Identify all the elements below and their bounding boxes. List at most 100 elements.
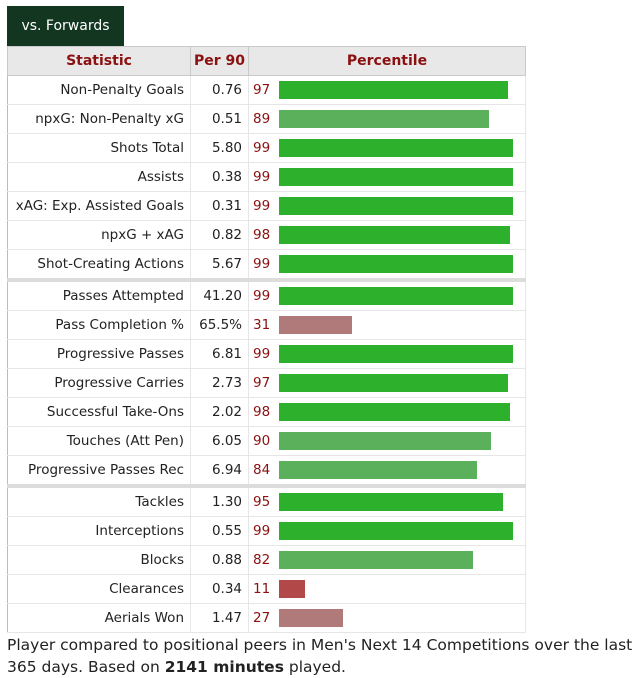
percentile-bar (279, 139, 513, 157)
per90-value: 0.38 (190, 162, 249, 192)
percentile-value: 84 (253, 462, 271, 478)
per90-value: 0.34 (190, 574, 249, 604)
stat-name: Aerials Won (7, 603, 191, 633)
percentile-bar (279, 461, 477, 479)
per90-value: 0.82 (190, 220, 249, 250)
percentile-bar (279, 81, 508, 99)
percentile-cell: 99 (248, 280, 526, 311)
percentile-value: 99 (253, 169, 271, 185)
table-row: Shot-Creating Actions 5.67 99 (7, 249, 526, 282)
percentile-cell: 98 (248, 397, 526, 427)
percentile-cell: 95 (248, 486, 526, 517)
table-row: Pass Completion % 65.5% 31 (7, 310, 526, 340)
percentile-bar (279, 432, 491, 450)
percentile-bar (279, 110, 489, 128)
table-header-row: Statistic Per 90 Percentile (7, 46, 526, 76)
percentile-value: 99 (253, 346, 271, 362)
stat-name: Non-Penalty Goals (7, 75, 191, 105)
percentile-cell: 82 (248, 545, 526, 575)
percentile-bar (279, 493, 503, 511)
percentile-value: 99 (253, 256, 271, 272)
percentile-cell: 98 (248, 220, 526, 250)
percentile-table: Statistic Per 90 Percentile Non-Penalty … (7, 46, 526, 633)
header-percentile[interactable]: Percentile (248, 46, 526, 76)
table-row: npxG + xAG 0.82 98 (7, 220, 526, 250)
per90-value: 0.31 (190, 191, 249, 221)
per90-value: 0.55 (190, 516, 249, 546)
percentile-cell: 99 (248, 191, 526, 221)
percentile-cell: 84 (248, 455, 526, 488)
percentile-bar (279, 255, 513, 273)
table-row: Progressive Carries 2.73 97 (7, 368, 526, 398)
table-row: npxG: Non-Penalty xG 0.51 89 (7, 104, 526, 134)
per90-value: 0.88 (190, 545, 249, 575)
percentile-value: 99 (253, 523, 271, 539)
percentile-bar (279, 374, 508, 392)
per90-value: 1.30 (190, 486, 249, 517)
per90-value: 1.47 (190, 603, 249, 633)
table-row: Progressive Passes Rec 6.94 84 (7, 455, 526, 488)
stat-name: Pass Completion % (7, 310, 191, 340)
table-row: Touches (Att Pen) 6.05 90 (7, 426, 526, 456)
percentile-bar (279, 168, 513, 186)
per90-value: 2.73 (190, 368, 249, 398)
percentile-value: 98 (253, 404, 271, 420)
table-row: Tackles 1.30 95 (7, 486, 526, 517)
percentile-value: 82 (253, 552, 271, 568)
stat-name: Progressive Carries (7, 368, 191, 398)
table-row: Aerials Won 1.47 27 (7, 603, 526, 633)
percentile-bar (279, 197, 513, 215)
percentile-value: 97 (253, 82, 271, 98)
tab-vs-forwards[interactable]: vs. Forwards (7, 6, 124, 46)
per90-value: 65.5% (190, 310, 249, 340)
percentile-bar (279, 345, 513, 363)
table-row: Progressive Passes 6.81 99 (7, 339, 526, 369)
footer-note: Player compared to positional peers in M… (7, 634, 635, 678)
percentile-value: 27 (253, 610, 271, 626)
per90-value: 2.02 (190, 397, 249, 427)
stat-name: Passes Attempted (7, 280, 191, 311)
per90-value: 0.51 (190, 104, 249, 134)
per90-value: 5.80 (190, 133, 249, 163)
percentile-value: 90 (253, 433, 271, 449)
percentile-value: 97 (253, 375, 271, 391)
percentile-value: 99 (253, 288, 271, 304)
percentile-bar (279, 522, 513, 540)
header-per90[interactable]: Per 90 (190, 46, 249, 76)
percentile-cell: 99 (248, 249, 526, 282)
stat-name: Successful Take-Ons (7, 397, 191, 427)
stat-name: Touches (Att Pen) (7, 426, 191, 456)
table-row: xAG: Exp. Assisted Goals 0.31 99 (7, 191, 526, 221)
percentile-cell: 99 (248, 339, 526, 369)
per90-value: 0.76 (190, 75, 249, 105)
percentile-value: 11 (253, 581, 271, 597)
table-row: Non-Penalty Goals 0.76 97 (7, 75, 526, 105)
footer-text: Player compared to positional peers in M… (7, 636, 633, 676)
table-row: Successful Take-Ons 2.02 98 (7, 397, 526, 427)
footer-text-end: played. (283, 658, 346, 676)
percentile-value: 95 (253, 494, 271, 510)
percentile-cell: 99 (248, 162, 526, 192)
percentile-cell: 99 (248, 133, 526, 163)
header-statistic[interactable]: Statistic (7, 46, 191, 76)
table-row: Clearances 0.34 11 (7, 574, 526, 604)
stat-name: Progressive Passes (7, 339, 191, 369)
percentile-bar (279, 580, 305, 598)
percentile-value: 99 (253, 198, 271, 214)
percentile-value: 99 (253, 140, 271, 156)
table-body: Non-Penalty Goals 0.76 97 npxG: Non-Penalty… (7, 75, 526, 633)
percentile-cell: 11 (248, 574, 526, 604)
stat-name: Tackles (7, 486, 191, 517)
percentile-cell: 97 (248, 368, 526, 398)
per90-value: 6.94 (190, 455, 249, 488)
percentile-cell: 31 (248, 310, 526, 340)
percentile-bar (279, 226, 510, 244)
percentile-bar (279, 551, 473, 569)
percentile-cell: 90 (248, 426, 526, 456)
per90-value: 41.20 (190, 280, 249, 311)
per90-value: 6.81 (190, 339, 249, 369)
stat-name: xAG: Exp. Assisted Goals (7, 191, 191, 221)
percentile-bar (279, 609, 343, 627)
table-row: Passes Attempted 41.20 99 (7, 280, 526, 311)
percentile-cell: 99 (248, 516, 526, 546)
